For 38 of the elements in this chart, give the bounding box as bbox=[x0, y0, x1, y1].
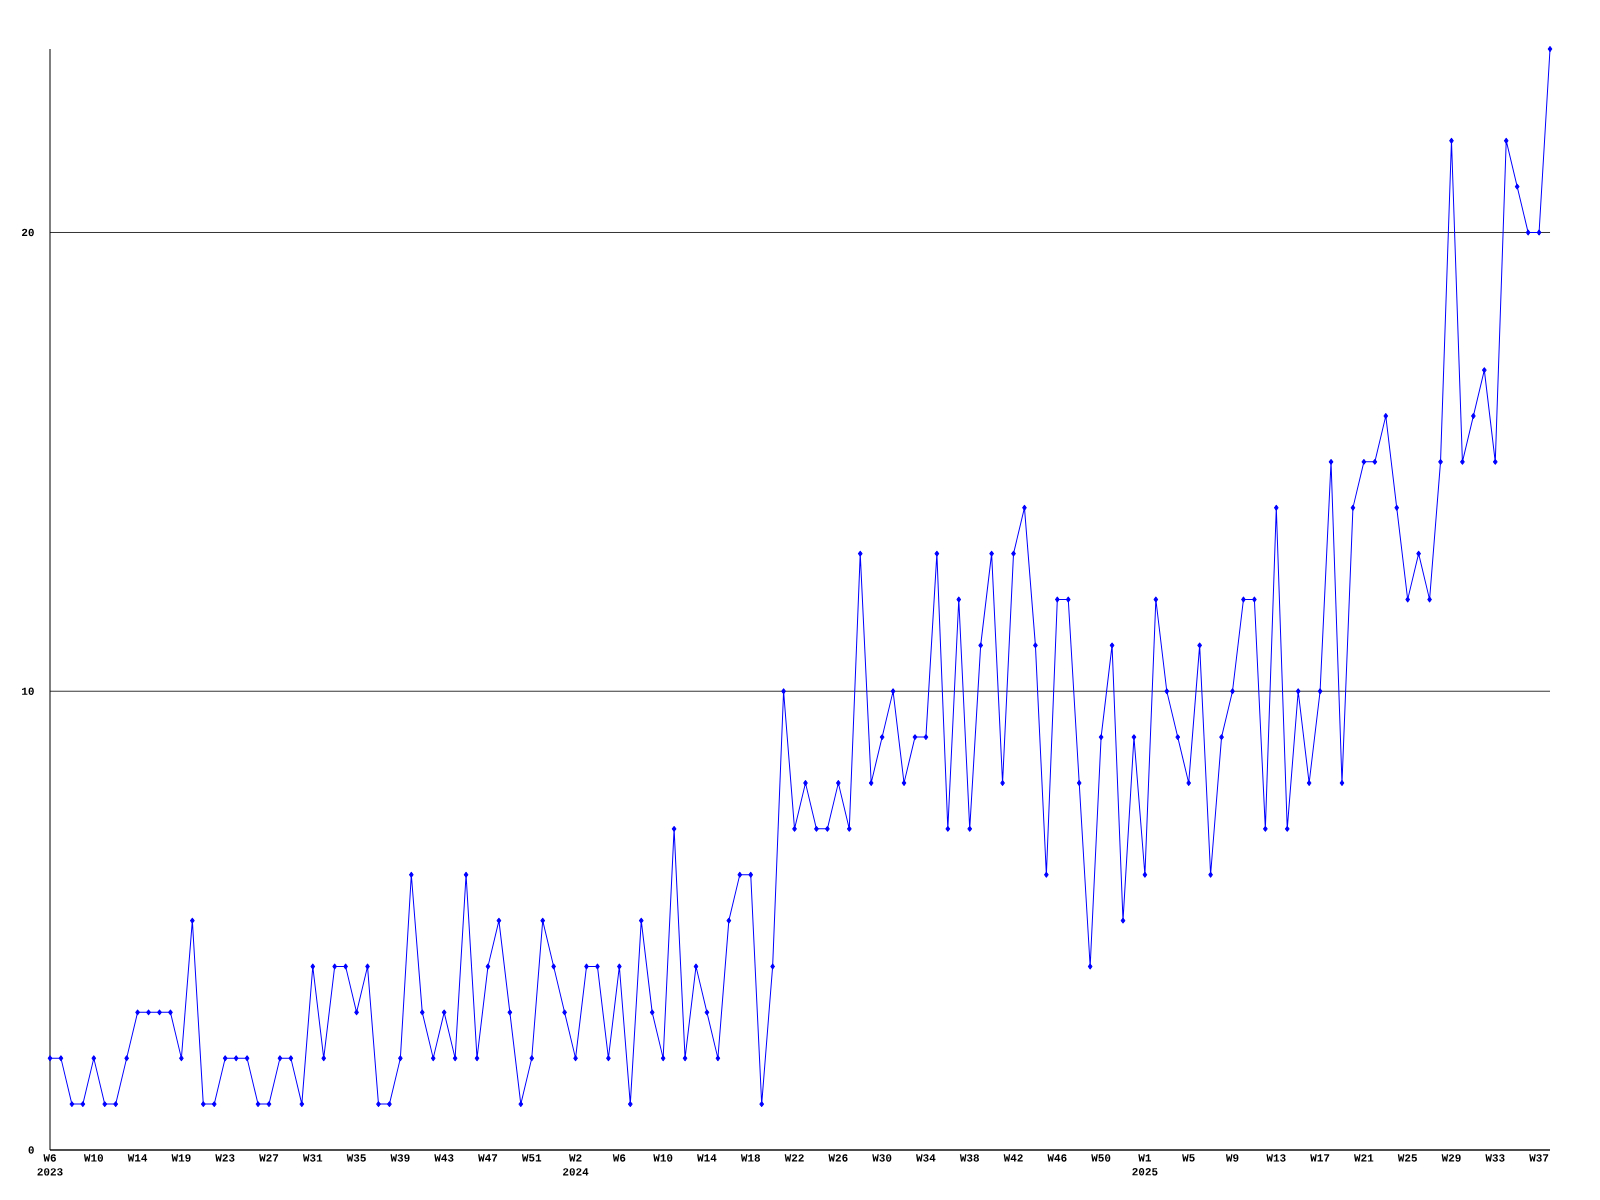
x-tick-label: W10 bbox=[83, 1154, 104, 1162]
x-tick-label: W37 bbox=[1529, 1154, 1549, 1162]
y-tick-label: 0 bbox=[28, 1146, 34, 1154]
x-tick-label: W19 bbox=[171, 1154, 191, 1162]
y-tick-label: 20 bbox=[21, 228, 34, 237]
x-tick-label: W13 bbox=[1266, 1154, 1286, 1162]
x-tick-label: W14 bbox=[697, 1154, 717, 1162]
x-tick-label: W26 bbox=[828, 1154, 848, 1162]
x-tick-label: W1 2025 bbox=[1132, 1154, 1158, 1176]
x-tick-label: W6 bbox=[612, 1154, 626, 1162]
x-tick-label: W33 bbox=[1485, 1154, 1505, 1162]
x-tick-label: W14 bbox=[127, 1154, 148, 1162]
x-tick-label: W51 bbox=[521, 1154, 542, 1162]
x-tick-label: W31 bbox=[302, 1154, 323, 1162]
x-tick-label: W2 2024 bbox=[563, 1154, 589, 1176]
x-tick-label: W9 bbox=[1225, 1154, 1239, 1162]
y-tick-label: 10 bbox=[22, 687, 34, 695]
x-tick-label: W47 bbox=[478, 1154, 498, 1162]
x-tick-label: W17 bbox=[1310, 1154, 1330, 1162]
x-tick-label: W21 bbox=[1354, 1154, 1374, 1162]
x-tick-label: W50 bbox=[1091, 1154, 1111, 1162]
x-tick-label: W5 bbox=[1182, 1154, 1195, 1162]
x-tick-label: W30 bbox=[872, 1154, 892, 1162]
x-tick-label: W6 2023 bbox=[37, 1154, 63, 1176]
x-tick-label: W25 bbox=[1397, 1154, 1417, 1162]
x-tick-label: W38 bbox=[959, 1154, 979, 1162]
x-tick-label: W22 bbox=[784, 1154, 804, 1162]
x-tick-label: W29 bbox=[1441, 1154, 1461, 1162]
x-tick-label: W43 bbox=[434, 1154, 454, 1162]
x-tick-label: W35 bbox=[346, 1154, 366, 1162]
x-tick-label: W34 bbox=[916, 1154, 936, 1162]
x-tick-label: W39 bbox=[390, 1154, 410, 1162]
x-tick-label: W18 bbox=[740, 1154, 761, 1162]
x-tick-label: W23 bbox=[215, 1154, 235, 1162]
x-tick-label: W27 bbox=[259, 1154, 279, 1162]
x-tick-label: W42 bbox=[1003, 1154, 1023, 1162]
x-tick-label: W10 bbox=[653, 1154, 673, 1162]
x-tick-label: W46 bbox=[1047, 1154, 1067, 1162]
